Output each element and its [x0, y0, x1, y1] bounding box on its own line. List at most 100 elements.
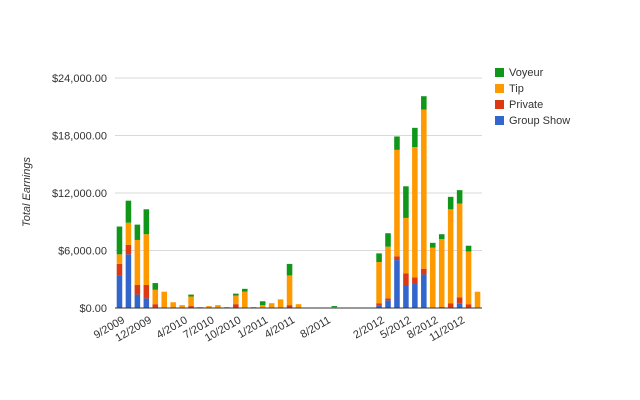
bar-segment-tip: 1/2011 Tip: 300 [259, 305, 266, 308]
legend-label: Voyeur [509, 67, 544, 79]
bar-segment-voyeur: 2/2012 Voyeur: 900 [376, 253, 382, 262]
bar-stack: 11/2009 Group Show: 140011/2009 Private:… [134, 224, 141, 308]
legend-swatch [495, 68, 504, 77]
bar-segment-tip: 9/2009 Tip: 1000 [116, 254, 123, 264]
bar-segment-voyeur: 5/2012 Voyeur: 3300 [403, 186, 409, 218]
bar-segment-group-show: 11/2009 Group Show: 1400 [134, 294, 141, 308]
bar-segment-private: 3/2012 Private: 200 [385, 298, 391, 301]
bar-segment-voyeur: 11/2012 Voyeur: 1400 [456, 190, 463, 204]
bar-segment-group-show: 2/2012 Group Show: 300 [376, 305, 382, 308]
bar-stack: 2/2011 Tip: 500 [268, 303, 275, 308]
bar-stack: 12/2009 Group Show: 100012/2009 Private:… [143, 209, 150, 308]
bar-segment-voyeur: 9/2011 Voyeur: 100 [331, 306, 338, 308]
bar-stack: 11/2012 Group Show: 50011/2012 Private: … [456, 190, 463, 308]
bar-segment-voyeur: 10/2012 Voyeur: 1300 [447, 196, 454, 210]
bar-segment-tip: 9/2012 Tip: 7100 [438, 239, 445, 308]
bar-segment-tip: 2/2010 Tip: 1700 [161, 291, 168, 308]
bar-segment-group-show: 3/2012 Group Show: 800 [385, 300, 391, 308]
bar-stack: 4/2011 Private: 3004/2011 Tip: 31004/201… [286, 263, 293, 308]
bar-stack: 3/2011 Tip: 900 [277, 299, 284, 308]
bar-stack: 2/2010 Tip: 1700 [161, 291, 168, 308]
bar-segment-voyeur: 12/2009 Voyeur: 2600 [143, 209, 150, 235]
bar-segment-voyeur: 1/2011 Voyeur: 400 [259, 301, 266, 306]
bar-stack: 7/2012 Group Show: 35007/2012 Private: 6… [421, 96, 427, 308]
bar-stack: 8/2010 Tip: 300 [215, 305, 221, 308]
legend-item: Tip [495, 83, 524, 95]
legend-label: Tip [509, 83, 524, 95]
gridlines [115, 77, 482, 251]
x-tick-label: 4/2011 [263, 314, 297, 341]
bar-stacks: 9/2009 Group Show: 34009/2009 Private: 1… [116, 96, 481, 308]
y-tick-label: $18,000.00 [52, 131, 107, 143]
bar-segment-voyeur: 7/2012 Voyeur: 1400 [421, 96, 427, 110]
bar-segment-tip: 3/2010 Tip: 600 [170, 302, 176, 308]
bar-segment-tip: 5/2010 Tip: 1000 [188, 296, 194, 307]
bar-segment-private: 10/2012 Private: 400 [447, 303, 454, 308]
bar-stack: 4/2010 Tip: 300 [179, 305, 185, 308]
bar-segment-tip: 4/2010 Tip: 300 [179, 305, 185, 308]
legend-swatch [495, 84, 504, 93]
bar-segment-private: 10/2010 Private: 400 [233, 304, 239, 308]
bar-segment-tip: 5/2012 Tip: 5800 [403, 217, 409, 274]
bar-segment-tip: 10/2009 Tip: 2300 [125, 222, 132, 245]
bar-segment-voyeur: 4/2011 Voyeur: 1200 [286, 263, 293, 276]
legend-item: Group Show [495, 115, 570, 127]
bar-segment-private: 10/2009 Private: 1000 [125, 244, 132, 255]
bar-stack: 10/2009 Group Show: 560010/2009 Private:… [125, 200, 132, 308]
bar-segment-voyeur: 11/2010 Voyeur: 300 [242, 288, 248, 292]
bar-stack: 5/2012 Group Show: 24005/2012 Private: 1… [403, 186, 409, 308]
bar-segment-voyeur: 5/2010 Voyeur: 200 [188, 294, 194, 297]
legend-item: Private [495, 99, 543, 111]
bar-segment-voyeur: 10/2009 Voyeur: 2300 [125, 200, 132, 223]
bar-segment-voyeur: 6/2012 Voyeur: 2000 [412, 127, 418, 147]
bar-segment-voyeur: 10/2010 Voyeur: 200 [233, 293, 239, 296]
bar-segment-tip: 10/2012 Tip: 9800 [447, 209, 454, 304]
bar-segment-private: 11/2009 Private: 1000 [134, 285, 141, 295]
bar-segment-private: 7/2012 Private: 600 [421, 268, 427, 275]
bar-stack: 1/2011 Tip: 3001/2011 Voyeur: 400 [259, 301, 266, 308]
y-tick-label: $6,000.00 [58, 246, 107, 258]
bar-segment-voyeur: 8/2012 Voyeur: 500 [429, 242, 436, 248]
bar-stack: 3/2010 Tip: 600 [170, 302, 176, 308]
bar-stack: 10/2010 Private: 40010/2010 Tip: 90010/2… [233, 293, 239, 308]
y-axis-label: Total Earnings [21, 157, 33, 227]
bar-stack: 2/2012 Group Show: 3002/2012 Private: 20… [376, 253, 382, 308]
y-axis-ticks: $0.00 $6,000.00 $12,000.00 $18,000.00 $24,00… [52, 73, 107, 315]
bar-segment-tip: 6/2012 Tip: 13600 [412, 147, 418, 278]
bar-segment-group-show: 5/2012 Group Show: 2400 [403, 285, 409, 308]
bar-stack: 1/2013 Tip: 1700 [474, 291, 481, 308]
bar-stack: 3/2012 Group Show: 8003/2012 Private: 20… [385, 233, 391, 308]
bar-segment-tip: 8/2010 Tip: 300 [215, 305, 221, 308]
bar-segment-voyeur: 9/2012 Voyeur: 500 [438, 234, 445, 239]
bar-segment-tip: 12/2009 Tip: 5300 [143, 234, 150, 285]
bar-segment-voyeur: 11/2009 Voyeur: 1600 [134, 224, 141, 240]
y-tick-label: $0.00 [79, 303, 107, 315]
bar-segment-voyeur: 1/2010 Voyeur: 700 [152, 283, 159, 290]
bar-segment-tip: 10/2010 Tip: 900 [233, 295, 239, 305]
bar-stack: 10/2012 Group Show: 10010/2012 Private: … [447, 196, 454, 308]
bar-segment-group-show: 10/2009 Group Show: 5600 [125, 254, 132, 308]
legend-label: Private [509, 99, 543, 111]
bar-segment-private: 4/2011 Private: 300 [286, 305, 293, 308]
bar-segment-tip: 11/2010 Tip: 1700 [242, 291, 248, 308]
bar-segment-private: 11/2012 Private: 600 [456, 297, 463, 304]
bar-segment-private: 12/2009 Private: 1400 [143, 285, 150, 299]
bar-segment-tip: 3/2012 Tip: 5400 [385, 246, 391, 299]
bar-segment-group-show: 9/2009 Group Show: 3400 [116, 275, 123, 308]
bar-segment-tip: 2/2011 Tip: 500 [268, 303, 275, 308]
bar-stack: 5/2010 Private: 2005/2010 Tip: 10005/201… [188, 294, 194, 308]
bar-stack: 12/2012 Group Show: 10012/2012 Private: … [465, 245, 472, 308]
bar-segment-private: 5/2010 Private: 200 [188, 306, 194, 308]
bar-segment-voyeur: 4/2012 Voyeur: 1400 [394, 136, 400, 150]
bar-segment-tip: 7/2012 Tip: 16600 [421, 109, 427, 269]
bar-segment-tip: 3/2011 Tip: 900 [277, 299, 284, 308]
y-tick-label: $24,000.00 [52, 73, 107, 85]
bar-segment-tip: 5/2011 Tip: 400 [295, 304, 302, 308]
bar-segment-private: 1/2010 Private: 300 [152, 304, 159, 308]
bar-segment-voyeur: 3/2012 Voyeur: 1400 [385, 233, 391, 247]
bar-segment-private: 4/2012 Private: 400 [394, 256, 400, 261]
bar-segment-private: 6/2012 Private: 700 [412, 277, 418, 285]
bar-segment-tip: 4/2012 Tip: 11100 [394, 149, 400, 257]
bar-segment-voyeur: 9/2009 Voyeur: 2900 [116, 226, 123, 255]
